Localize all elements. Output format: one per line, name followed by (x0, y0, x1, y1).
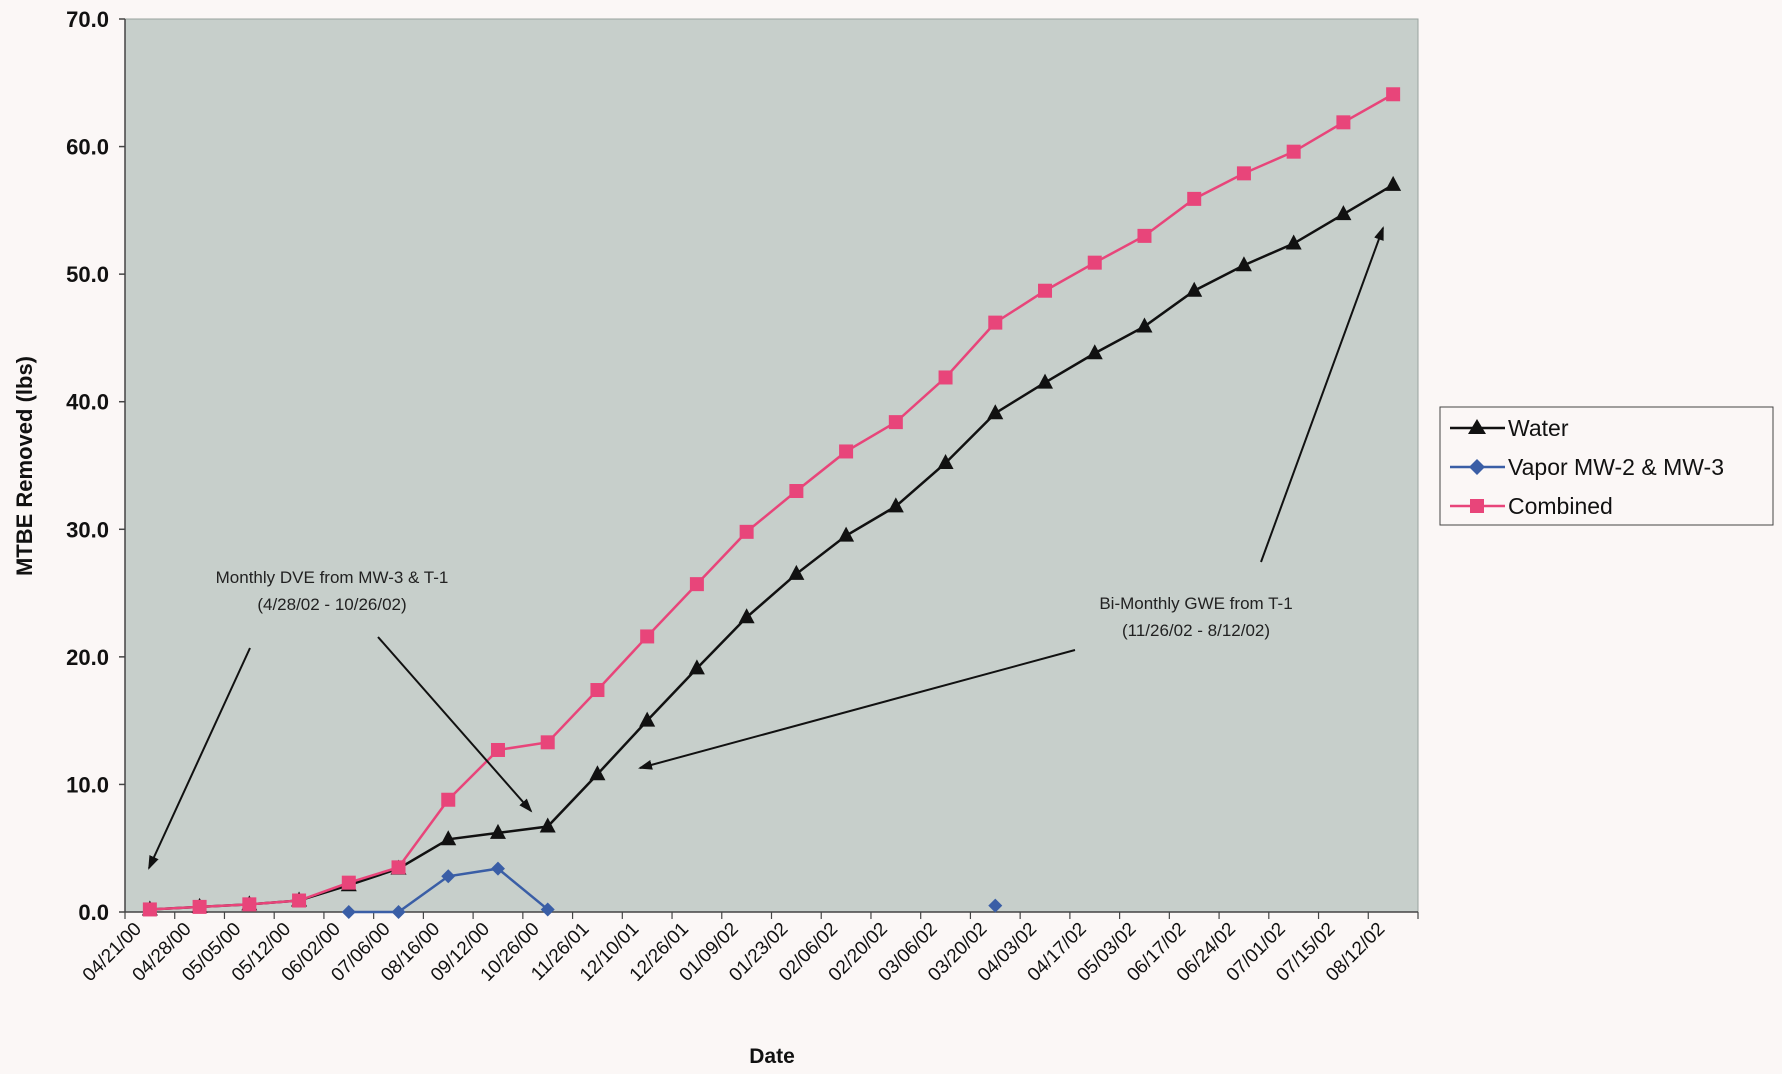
data-point (540, 902, 555, 917)
data-point (1137, 228, 1152, 243)
data-point (988, 315, 1003, 330)
annotation-dve-line2: (4/28/02 - 10/26/02) (257, 595, 406, 614)
data-point (441, 792, 456, 807)
data-point (589, 765, 606, 781)
data-point (887, 497, 904, 513)
data-point (689, 577, 704, 592)
triangle-marker-icon (1468, 419, 1486, 434)
data-point (1235, 256, 1252, 272)
data-point (1285, 234, 1302, 250)
data-point (937, 453, 954, 469)
legend-item-water: Water (1450, 415, 1569, 441)
annotation-gwe: Bi-Monthly GWE from T-1 (11/26/02 - 8/12… (638, 226, 1384, 770)
data-point (1136, 317, 1153, 333)
series-combined (142, 87, 1401, 917)
data-point (1186, 281, 1203, 297)
data-point (1385, 175, 1402, 191)
annotation-dve-arrow-left (148, 647, 251, 870)
annotation-dve: Monthly DVE from MW-3 & T-1 (4/28/02 - 1… (148, 568, 533, 870)
plot-area (124, 18, 1419, 913)
y-tick-label: 10.0 (66, 772, 109, 797)
x-axis: 04/21/0004/28/0005/05/0005/12/0006/02/00… (79, 911, 1419, 986)
data-point (839, 444, 854, 459)
legend-label-combined: Combined (1508, 493, 1613, 519)
data-point (440, 830, 457, 846)
series-line (149, 183, 1394, 911)
annotation-gwe-line1: Bi-Monthly GWE from T-1 (1099, 594, 1292, 613)
data-point (938, 370, 953, 385)
data-point (490, 861, 505, 876)
data-point (292, 893, 307, 908)
data-point (539, 817, 556, 833)
annotation-dve-arrow-right (377, 636, 533, 813)
data-point (788, 564, 805, 580)
data-point (391, 860, 406, 875)
data-point (590, 683, 605, 698)
y-tick-label: 30.0 (66, 517, 109, 542)
data-point (639, 711, 656, 727)
data-point (1086, 344, 1103, 360)
data-point (1037, 373, 1054, 389)
data-point (1335, 205, 1352, 221)
data-point (192, 899, 207, 914)
data-point (1038, 283, 1053, 298)
y-tick-label: 40.0 (66, 390, 109, 415)
legend-label-water: Water (1508, 415, 1569, 441)
data-point (490, 742, 505, 757)
data-point (489, 823, 506, 839)
data-point (1087, 255, 1102, 270)
square-marker-icon (1470, 499, 1484, 513)
series-layer (141, 87, 1402, 919)
data-point (441, 869, 456, 884)
data-point (1336, 115, 1351, 130)
series-vapor-mw-2-mw-3 (341, 861, 1003, 919)
annotation-gwe-arrow-right (1260, 226, 1384, 563)
data-point (739, 524, 754, 539)
data-point (988, 898, 1003, 913)
data-point (391, 905, 406, 919)
series-line (149, 93, 1394, 911)
y-tick-label: 70.0 (66, 7, 109, 32)
legend-item-vapor: Vapor MW-2 & MW-3 (1450, 454, 1724, 480)
annotation-gwe-arrow-left (638, 649, 1076, 770)
y-tick-label: 20.0 (66, 645, 109, 670)
data-point (142, 902, 157, 917)
data-point (1286, 144, 1301, 159)
data-point (888, 415, 903, 430)
y-axis-title: MTBE Removed (lbs) (12, 356, 37, 576)
y-tick-label: 50.0 (66, 262, 109, 287)
y-tick-label: 0.0 (78, 900, 109, 925)
x-axis-title: Date (749, 1045, 795, 1068)
data-point (738, 608, 755, 624)
data-point (987, 404, 1004, 420)
y-axis: 0.0 10.0 20.0 30.0 40.0 50.0 60.0 70.0 (66, 7, 126, 925)
legend-item-combined: Combined (1450, 493, 1613, 519)
data-point (640, 629, 655, 644)
data-point (540, 735, 555, 750)
legend-label-vapor: Vapor MW-2 & MW-3 (1508, 454, 1724, 480)
data-point (242, 897, 257, 912)
annotation-dve-line1: Monthly DVE from MW-3 & T-1 (216, 568, 449, 587)
y-tick-label: 60.0 (66, 135, 109, 160)
data-point (688, 659, 705, 675)
data-point (1236, 166, 1251, 181)
data-point (1187, 191, 1202, 206)
data-point (341, 875, 356, 890)
annotation-gwe-line2: (11/26/02 - 8/12/02) (1122, 621, 1270, 640)
data-point (838, 526, 855, 542)
diamond-marker-icon (1469, 459, 1485, 475)
data-point (789, 484, 804, 499)
data-point (1386, 87, 1401, 102)
legend: Water Vapor MW-2 & MW-3 Combined (1439, 406, 1774, 526)
data-point (341, 905, 356, 919)
